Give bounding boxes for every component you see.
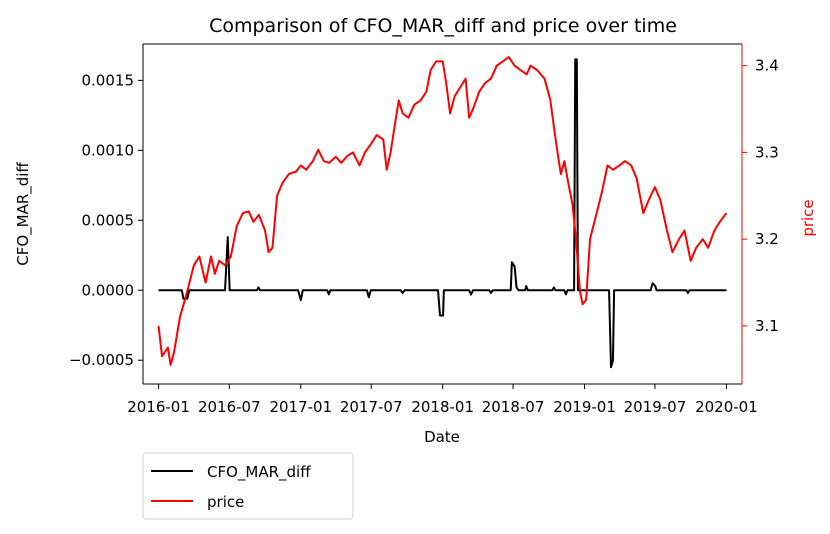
x-axis-label: Date bbox=[424, 428, 460, 446]
chart-title: Comparison of CFO_MAR_diff and price ove… bbox=[209, 15, 677, 37]
y-right-axis-label: price bbox=[799, 199, 817, 236]
x-tick-label: 2017-01 bbox=[269, 398, 332, 416]
y-left-axis-label: CFO_MAR_diff bbox=[14, 162, 33, 266]
series-line-cfo-mar-diff bbox=[158, 58, 727, 369]
y-right-tick-label: 3.2 bbox=[755, 230, 779, 248]
y-right-tick-label: 3.1 bbox=[755, 317, 779, 335]
x-tick-label: 2018-01 bbox=[411, 398, 474, 416]
legend-label-price: price bbox=[207, 493, 244, 511]
y-left-axis-ticks: −0.0005 0.0000 0.0005 0.0010 0.0015 bbox=[69, 71, 143, 369]
x-tick-label: 2016-07 bbox=[198, 398, 261, 416]
x-tick-label: 2017-07 bbox=[340, 398, 403, 416]
legend-label-cfo: CFO_MAR_diff bbox=[207, 463, 311, 482]
series-line-price bbox=[157, 56, 728, 366]
y-left-tick-label: 0.0015 bbox=[82, 71, 135, 89]
y-left-tick-label: 0.0005 bbox=[82, 211, 135, 229]
x-axis-ticks: 2016-01 2016-07 2017-01 2017-07 2018-01 2018-… bbox=[127, 384, 758, 416]
y-left-tick-label: −0.0005 bbox=[69, 351, 134, 369]
legend-box bbox=[142, 452, 354, 520]
y-left-tick-label: 0.0000 bbox=[82, 281, 135, 299]
y-right-tick-label: 3.3 bbox=[755, 143, 779, 161]
x-tick-label: 2018-07 bbox=[482, 398, 545, 416]
x-tick-label: 2019-01 bbox=[553, 398, 616, 416]
plot-area bbox=[142, 43, 743, 385]
y-left-tick-label: 0.0010 bbox=[82, 141, 135, 159]
x-tick-label: 2019-07 bbox=[624, 398, 687, 416]
x-tick-label: 2016-01 bbox=[127, 398, 190, 416]
x-tick-label: 2020-01 bbox=[695, 398, 758, 416]
legend: CFO_MAR_diff price bbox=[142, 452, 354, 520]
y-right-tick-label: 3.4 bbox=[755, 57, 779, 75]
plot-background bbox=[143, 44, 742, 384]
series-layer bbox=[157, 56, 728, 369]
y-right-axis-ticks: 3.1 3.2 3.3 3.4 bbox=[742, 57, 779, 335]
